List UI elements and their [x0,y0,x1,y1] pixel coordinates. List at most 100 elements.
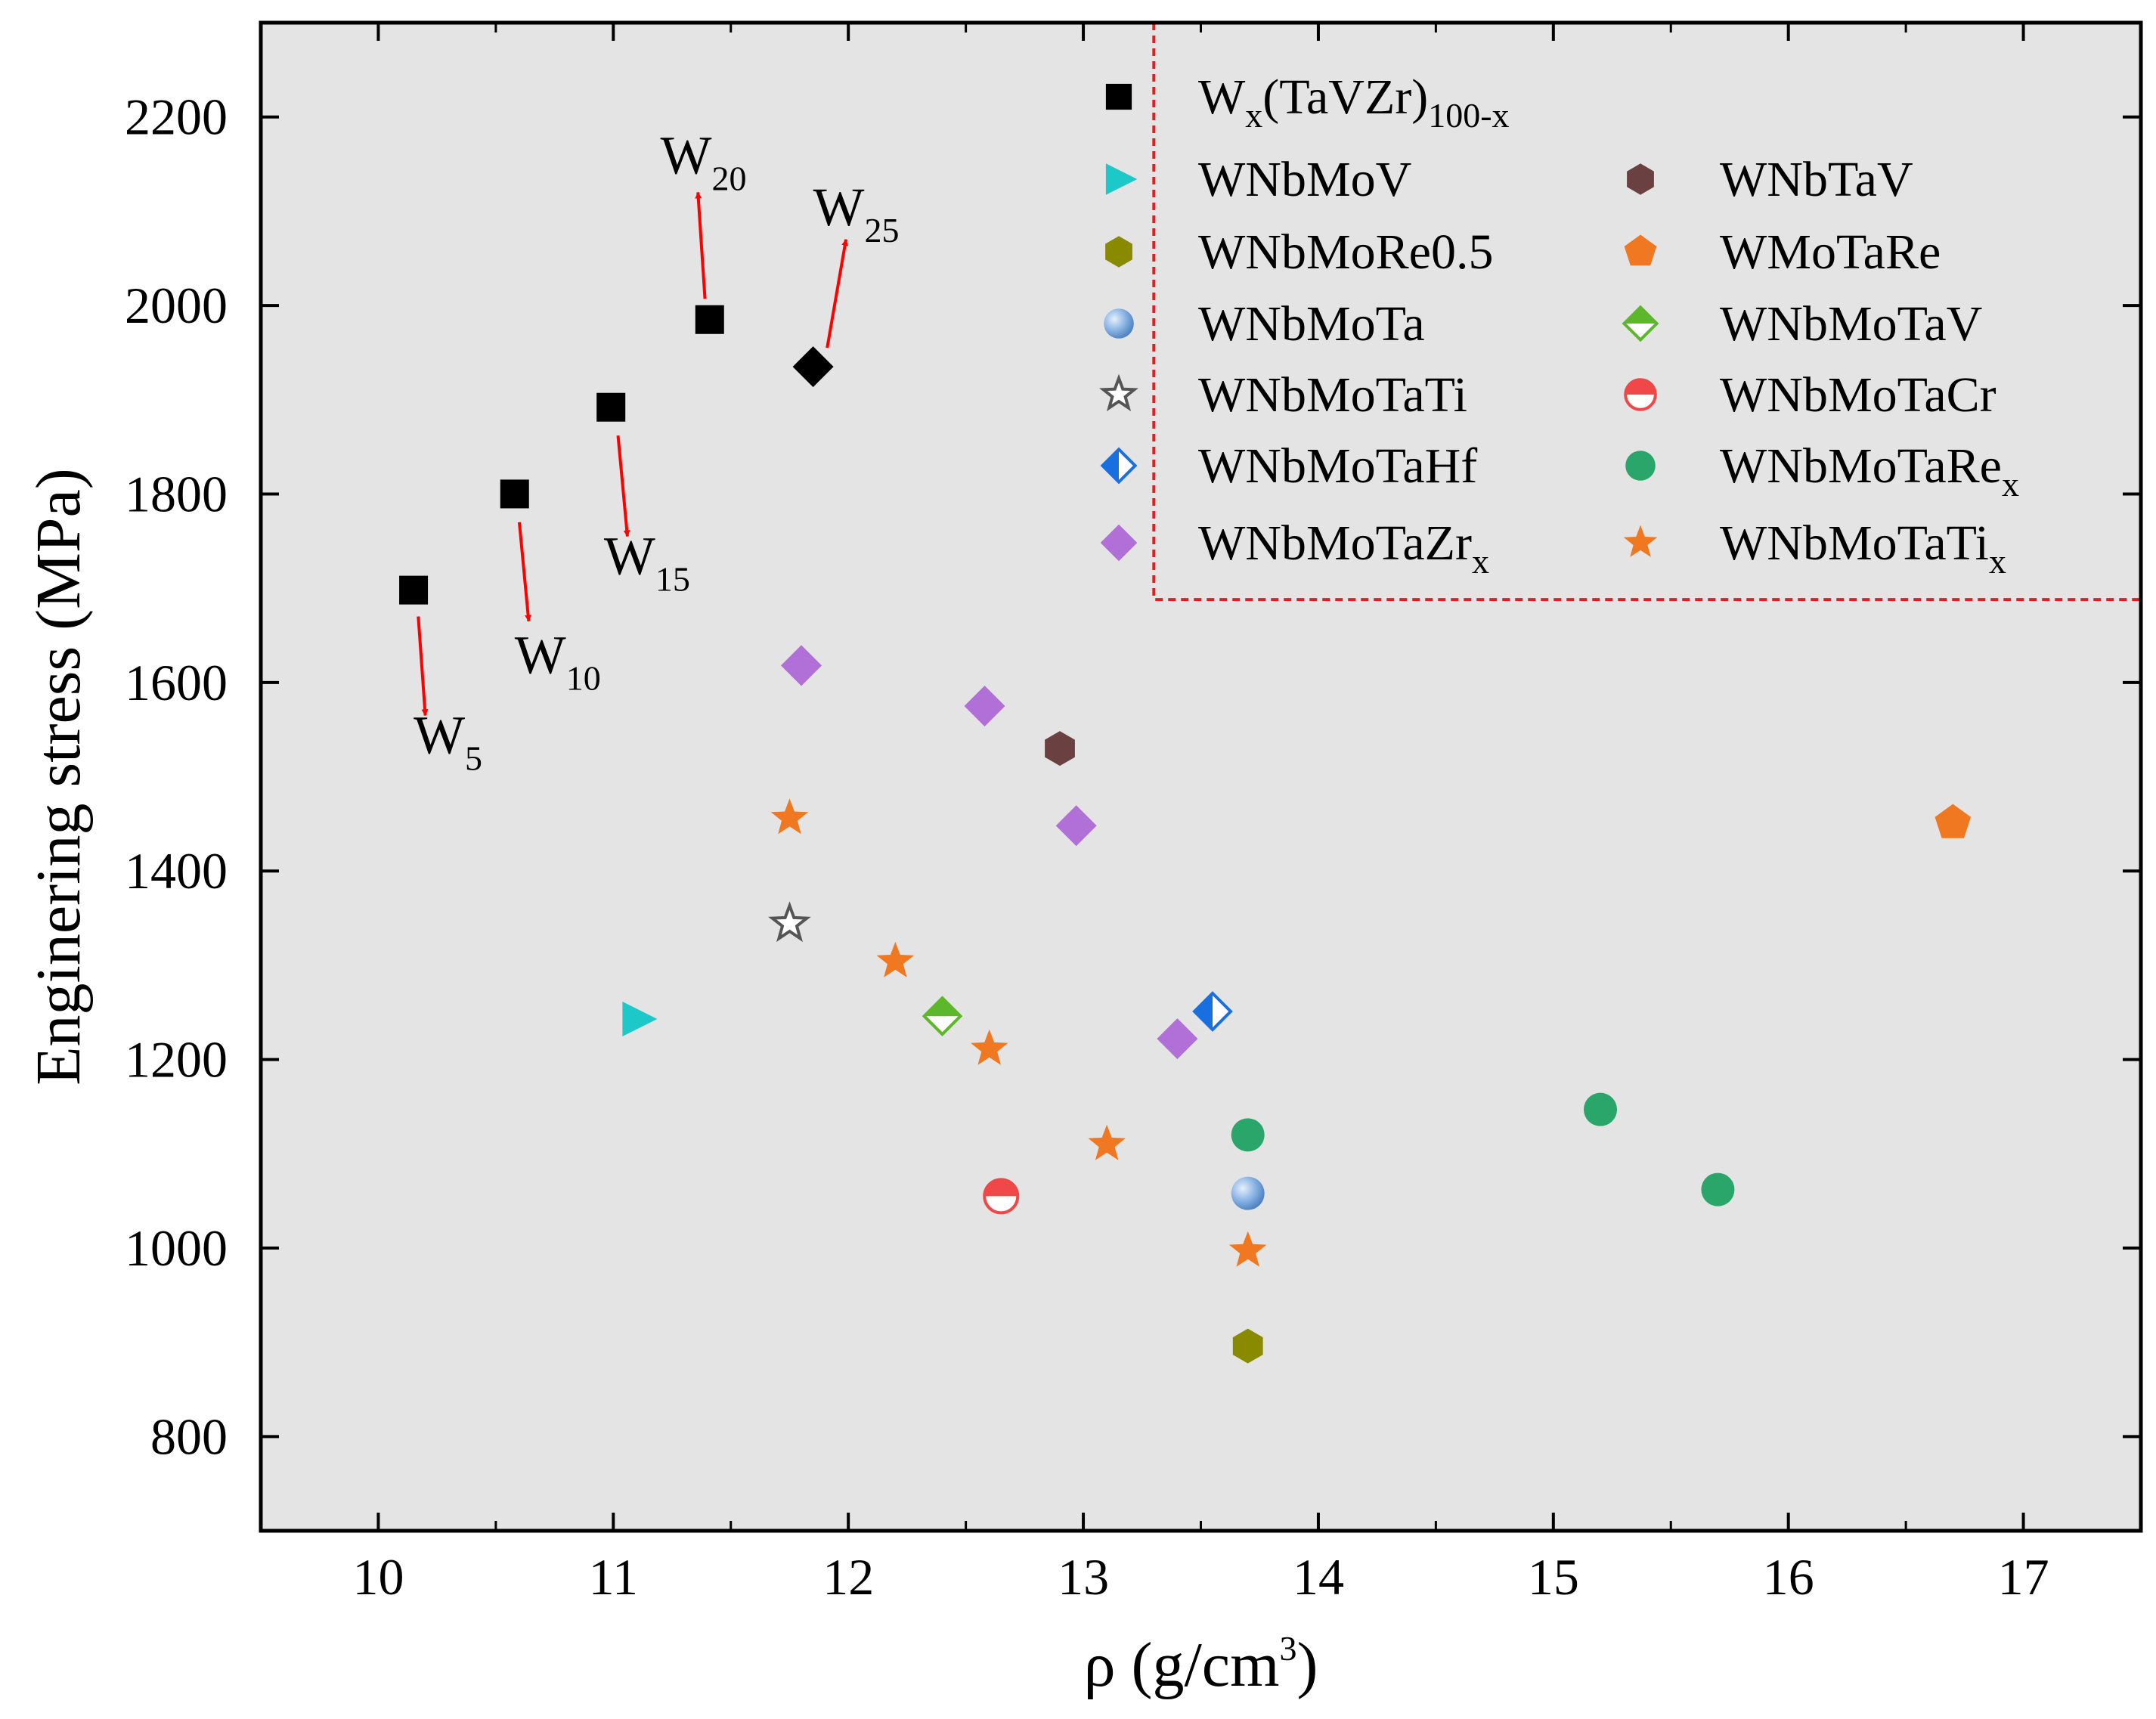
legend-marker-4-shape [1099,373,1138,412]
legend-marker-10-outline [1624,378,1657,411]
legend-marker-8-shape [1624,234,1657,266]
legend-marker-3-shape [1104,308,1134,339]
data-point-series-1-0 [792,346,834,388]
data-point-series-13-4 [1228,1231,1267,1267]
data-point-series-7-3-shape [1157,1018,1198,1060]
data-point-series-7-0-shape [781,645,822,686]
data-point-series-11-0-outline [983,1178,1020,1215]
data-point-series-12-1 [1583,1092,1617,1126]
legend-marker-9-half [1624,307,1657,324]
legend-label-6: WNbMoTaZrx [1198,516,1489,581]
legend-marker-1 [1105,163,1138,195]
legend-label-12: WNbMoTaTix [1720,516,2006,581]
data-point-series-8-0 [1045,731,1075,767]
legend-marker-11 [1625,451,1656,481]
data-point-series-9-0-shape [1935,804,1972,838]
legend-label-2: WNbMoRe0.5 [1198,225,1493,280]
data-point-series-11-0-half [984,1179,1018,1197]
annotation-arrow-4 [826,238,849,348]
legend-marker-5-outline [1100,447,1138,485]
data-point-series-4-0-shape [1231,1176,1265,1210]
legend-marker-0 [1105,83,1132,110]
annotation-arrow-2 [616,435,630,537]
data-point-series-11-0 [983,1178,1020,1215]
x-tick-label: 15 [1528,1548,1579,1606]
data-point-series-3-0-shape [1232,1328,1263,1364]
legend-marker-6-shape [1100,524,1138,562]
data-point-series-0-2-shape [596,392,626,422]
data-point-series-1-0-shape [792,346,834,388]
data-point-series-7-2-shape [1055,805,1097,847]
data-point-series-3-0 [1232,1328,1263,1364]
data-point-series-0-3 [695,305,724,334]
legend-label-8: WMoTaRe [1720,225,1941,280]
data-point-series-6-0 [1192,991,1233,1032]
legend-frame [1152,23,2141,602]
plot-frame [259,20,2143,1533]
data-point-series-13-0 [770,798,809,835]
data-point-series-12-0 [1231,1118,1265,1152]
plot-background [261,23,2141,1531]
legend-label-4: WNbMoTaTi [1198,367,1467,423]
annotation-label-0: W5 [414,705,482,777]
data-point-series-2-0-shape [622,1001,658,1036]
annotation-arrow-3 [695,191,707,299]
y-tick-label: 1000 [125,1219,228,1277]
x-axis-title: ρ (g/cm3) [1084,1629,1318,1700]
data-point-series-7-1 [964,686,1005,726]
legend-label-10: WNbMoTaCr [1720,367,1996,423]
legend-marker-10 [1624,378,1657,411]
data-point-series-0-1 [500,479,529,509]
x-tick-label: 10 [352,1548,404,1606]
data-point-series-0-0-shape [399,575,429,605]
data-point-series-13-1-shape [876,941,915,977]
x-tick-label: 16 [1763,1548,1814,1606]
legend-marker-11-shape [1625,451,1656,481]
data-point-series-13-1 [876,941,915,977]
data-point-series-5-0 [768,901,811,943]
legend-label-5: WNbMoTaHf [1198,438,1477,494]
legend-marker-8 [1624,234,1657,266]
data-point-series-12-2-shape [1701,1172,1735,1206]
legend-label-1: WNbMoV [1198,152,1411,207]
data-point-series-10-0 [922,996,963,1037]
data-point-series-13-3 [1088,1124,1126,1160]
legend-label-3: WNbMoTa [1198,296,1425,352]
x-tick-label: 12 [822,1548,874,1606]
legend-marker-12 [1623,525,1658,557]
data-point-series-7-0 [781,645,822,686]
data-point-series-6-0-outline [1192,991,1233,1032]
data-point-series-7-2 [1055,805,1097,847]
legend-label-11: WNbMoTaRex [1720,438,2019,503]
legend-marker-0-shape [1105,83,1132,110]
y-tick-label: 800 [150,1408,228,1465]
data-point-series-13-2 [971,1029,1008,1065]
legend-marker-5 [1100,447,1138,485]
x-tick-label: 17 [1998,1548,2049,1606]
data-point-series-7-3 [1157,1018,1198,1060]
data-point-series-5-0-shape [768,901,811,943]
legend-marker-9 [1622,305,1659,342]
x-tick-label: 11 [589,1548,638,1606]
legend-label-9: WNbMoTaV [1720,296,1982,352]
data-point-series-0-3-shape [695,305,724,334]
legend-marker-6 [1100,524,1138,562]
data-point-series-12-2 [1701,1172,1735,1206]
data-point-series-10-0-outline [922,996,963,1037]
y-axis-title: Enginering stress (MPa) [23,468,94,1086]
legend-marker-12-shape [1623,525,1658,557]
data-point-series-0-2 [596,392,626,422]
y-tick-label: 1400 [125,842,228,900]
legend-marker-3 [1104,308,1134,339]
annotation-label-1: W10 [515,624,601,697]
x-tick-label: 13 [1058,1548,1109,1606]
legend-marker-2 [1105,236,1132,268]
legend-marker-9-outline [1622,305,1659,342]
legend-marker-7 [1627,163,1654,195]
legend-marker-2-shape [1105,236,1132,268]
legend-label-7: WNbTaV [1720,152,1913,207]
data-point-series-0-1-shape [500,479,529,509]
data-point-series-13-0-shape [770,798,809,835]
annotation-arrow-1 [517,522,532,622]
